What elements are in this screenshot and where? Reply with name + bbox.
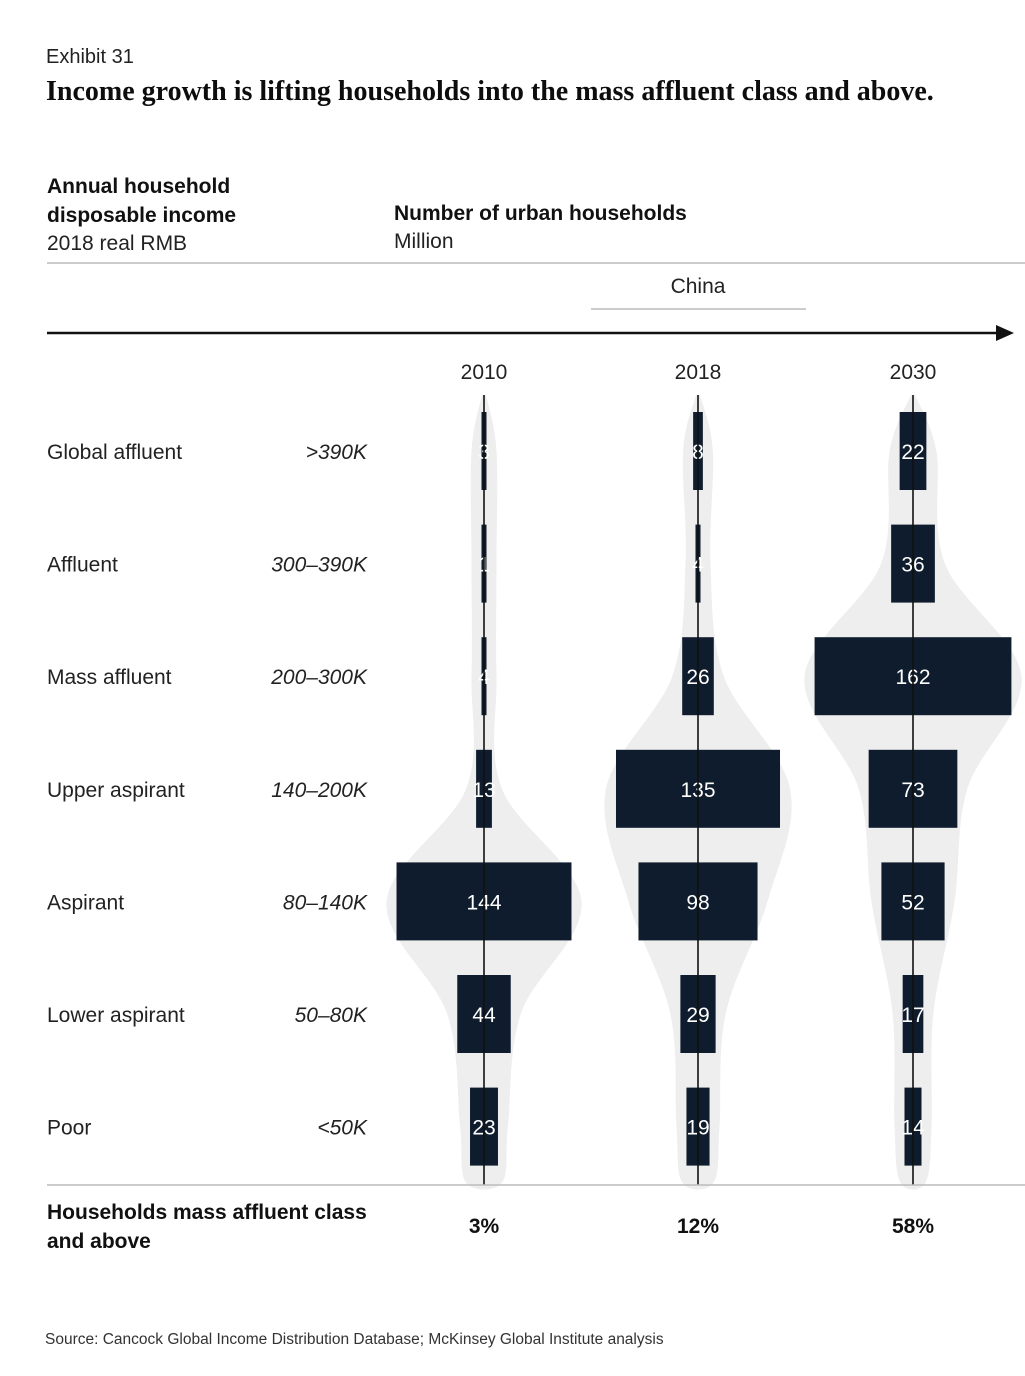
time-arrow-head bbox=[996, 325, 1014, 341]
households-header-title: Number of urban households bbox=[394, 202, 687, 225]
income-header-unit: 2018 real RMB bbox=[47, 232, 188, 255]
share-percentage: 58% bbox=[892, 1215, 934, 1238]
row-label: Upper aspirant bbox=[47, 779, 185, 802]
income-range-label: 80–140K bbox=[283, 891, 368, 914]
income-header-line1: Annual household bbox=[47, 175, 231, 198]
income-range-label: <50K bbox=[317, 1117, 368, 1140]
source-note: Source: Cancock Global Income Distributi… bbox=[45, 1331, 664, 1348]
income-range-label: 50–80K bbox=[295, 1004, 368, 1027]
chart-title: Income growth is lifting households into… bbox=[46, 76, 934, 107]
income-range-label: 200–300K bbox=[270, 666, 368, 689]
footer-label-line2: and above bbox=[47, 1230, 151, 1253]
row-label: Affluent bbox=[47, 554, 118, 577]
income-header: Annual household disposable income 2018 … bbox=[47, 172, 307, 257]
year-label: 2018 bbox=[675, 361, 722, 384]
income-range-label: >390K bbox=[306, 441, 368, 464]
region-label: China bbox=[671, 275, 726, 298]
share-percentage: 3% bbox=[469, 1215, 500, 1238]
year-label: 2010 bbox=[461, 361, 508, 384]
households-header-unit: Million bbox=[394, 230, 454, 253]
households-header: Number of urban households Million bbox=[394, 199, 814, 255]
footer-label: Households mass affluent class and above bbox=[47, 1198, 377, 1256]
row-label: Aspirant bbox=[47, 891, 124, 914]
income-header-line2: disposable income bbox=[47, 204, 237, 227]
labels-layer: Global affluent >390K Affluent 300–390K Mass… bbox=[47, 361, 936, 1238]
row-label: Poor bbox=[47, 1117, 91, 1140]
exhibit-label: Exhibit 31 bbox=[46, 46, 134, 68]
row-label: Global affluent bbox=[47, 441, 182, 464]
income-range-label: 300–390K bbox=[271, 554, 368, 577]
footer-label-line1: Households mass affluent class bbox=[47, 1201, 367, 1224]
income-range-label: 140–200K bbox=[271, 779, 368, 802]
row-label: Mass affluent bbox=[47, 666, 172, 689]
row-label: Lower aspirant bbox=[47, 1004, 185, 1027]
share-percentage: 12% bbox=[677, 1215, 719, 1238]
year-label: 2030 bbox=[890, 361, 937, 384]
